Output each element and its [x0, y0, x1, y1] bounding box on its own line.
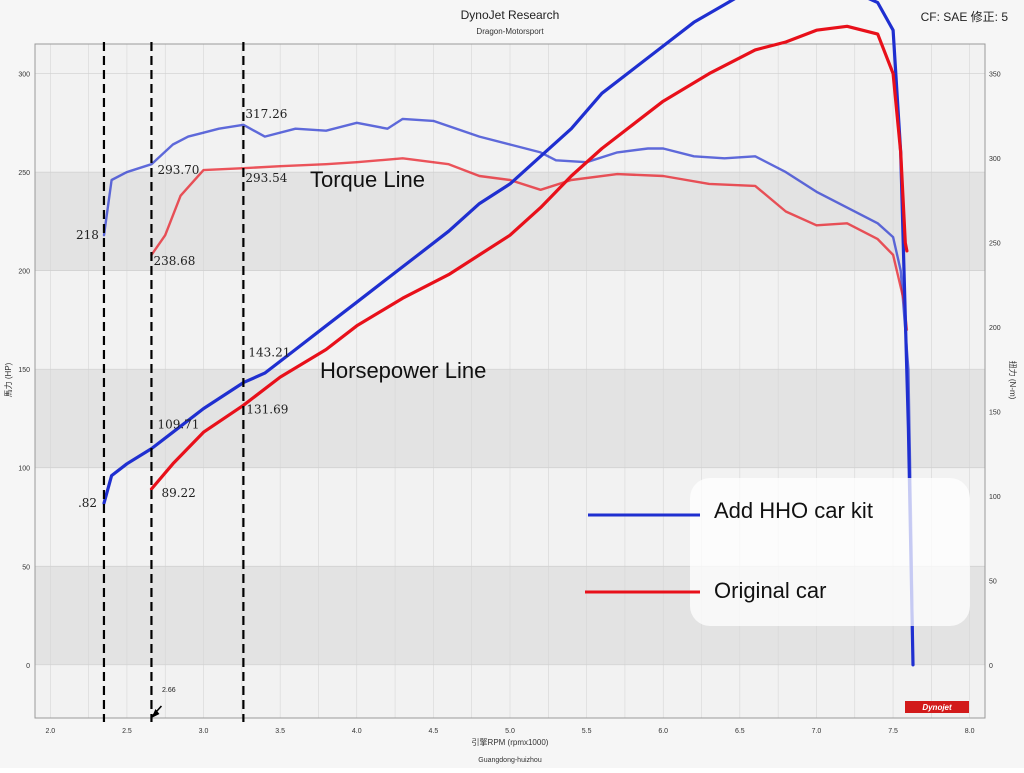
x-tick-label: 3.0 [199, 728, 209, 735]
data-label: 218 [76, 228, 99, 242]
x-tick-label: 8.0 [965, 728, 975, 735]
x-tick-label: 7.0 [812, 728, 822, 735]
brand-logo: Dynojet [905, 701, 969, 713]
horsepower-line-annotation: Horsepower Line [320, 358, 486, 383]
x-tick-label: 5.0 [505, 728, 515, 735]
torque-line-annotation: Torque Line [310, 167, 425, 192]
x-tick-label: 6.5 [735, 728, 745, 735]
y2-tick-label: 300 [989, 156, 1001, 163]
horsepower-line-red [149, 24, 909, 491]
data-label: 293.54 [245, 171, 287, 185]
brand-logo-text: Dynojet [922, 703, 952, 712]
left-axis-label: 馬力 (HP) [3, 362, 13, 397]
y-tick-label: 200 [18, 269, 30, 276]
y2-tick-label: 200 [989, 325, 1001, 332]
data-label: 238.68 [153, 254, 195, 268]
y2-tick-label: 50 [989, 578, 997, 585]
y2-tick-label: 250 [989, 240, 1001, 247]
data-labels: 218 293.70 238.68 317.26 293.54 .82 109.71 89.2… [76, 107, 290, 510]
series-lines [102, 0, 915, 667]
x-tick-label: 7.5 [888, 728, 898, 735]
legend-red-label: Original car [714, 578, 826, 603]
x-tick-label: 6.0 [658, 728, 668, 735]
y-tick-label: 0 [26, 663, 30, 670]
data-label: 89.22 [161, 486, 195, 500]
y-tick-label: 300 [18, 72, 30, 79]
x-tick-label: 5.5 [582, 728, 592, 735]
plot-border [34, 43, 986, 719]
data-label: 143.21 [248, 346, 290, 360]
x-tick-label: 4.5 [429, 728, 439, 735]
x-tick-label: 4.0 [352, 728, 362, 735]
legend-backdrop [690, 478, 970, 626]
y2-tick-label: 350 [989, 72, 1001, 79]
chart-title: DynoJet Research [461, 8, 560, 22]
data-label: 317.26 [245, 107, 287, 121]
right-axis-label: 扭力 (N-m) [1008, 361, 1018, 400]
data-label: 109.71 [157, 418, 199, 432]
y-tick-label: 100 [18, 466, 30, 473]
y-tick-label: 150 [18, 367, 30, 374]
y2-tick-label: 150 [989, 409, 1001, 416]
y-tick-label: 50 [22, 564, 30, 571]
horsepower-line-blue [102, 0, 915, 667]
torque-line-blue [102, 117, 915, 666]
y-tick-labels: 0 50 100 150 200 250 300 [18, 72, 30, 670]
y-tick-label: 250 [18, 170, 30, 177]
x-tick-label: 3.5 [275, 728, 285, 735]
rpm-markers [102, 42, 245, 722]
y2-tick-labels: 0 50 100 150 200 250 300 350 [989, 72, 1001, 670]
correction-factor: CF: SAE 修正: 5 [921, 9, 1009, 24]
x-axis-label: 引擎RPM (rpmx1000) [472, 737, 549, 747]
location-label: Guangdong-huizhou [478, 757, 542, 764]
data-label: .82 [78, 496, 97, 510]
brand-logo-mark [905, 701, 969, 713]
x-tick-label: 2.5 [122, 728, 132, 735]
rpm-marker-label: 2.66 [162, 687, 176, 694]
y2-tick-label: 100 [989, 494, 1001, 501]
y2-tick-label: 0 [989, 663, 993, 670]
x-tick-label: 2.0 [45, 728, 55, 735]
data-label: 293.70 [157, 163, 199, 177]
chart-subtitle: Dragon-Motorsport [476, 27, 544, 36]
legend-blue-label: Add HHO car kit [714, 498, 873, 523]
data-label: 131.69 [246, 402, 288, 416]
x-tick-labels: 2.0 2.5 3.0 3.5 4.0 4.5 5.0 5.5 6.0 6.5 7.0 7.5 8.0 [45, 728, 974, 735]
rpm-marker-arrowhead [151, 709, 160, 718]
legend: Add HHO car kit Original car [585, 478, 970, 626]
